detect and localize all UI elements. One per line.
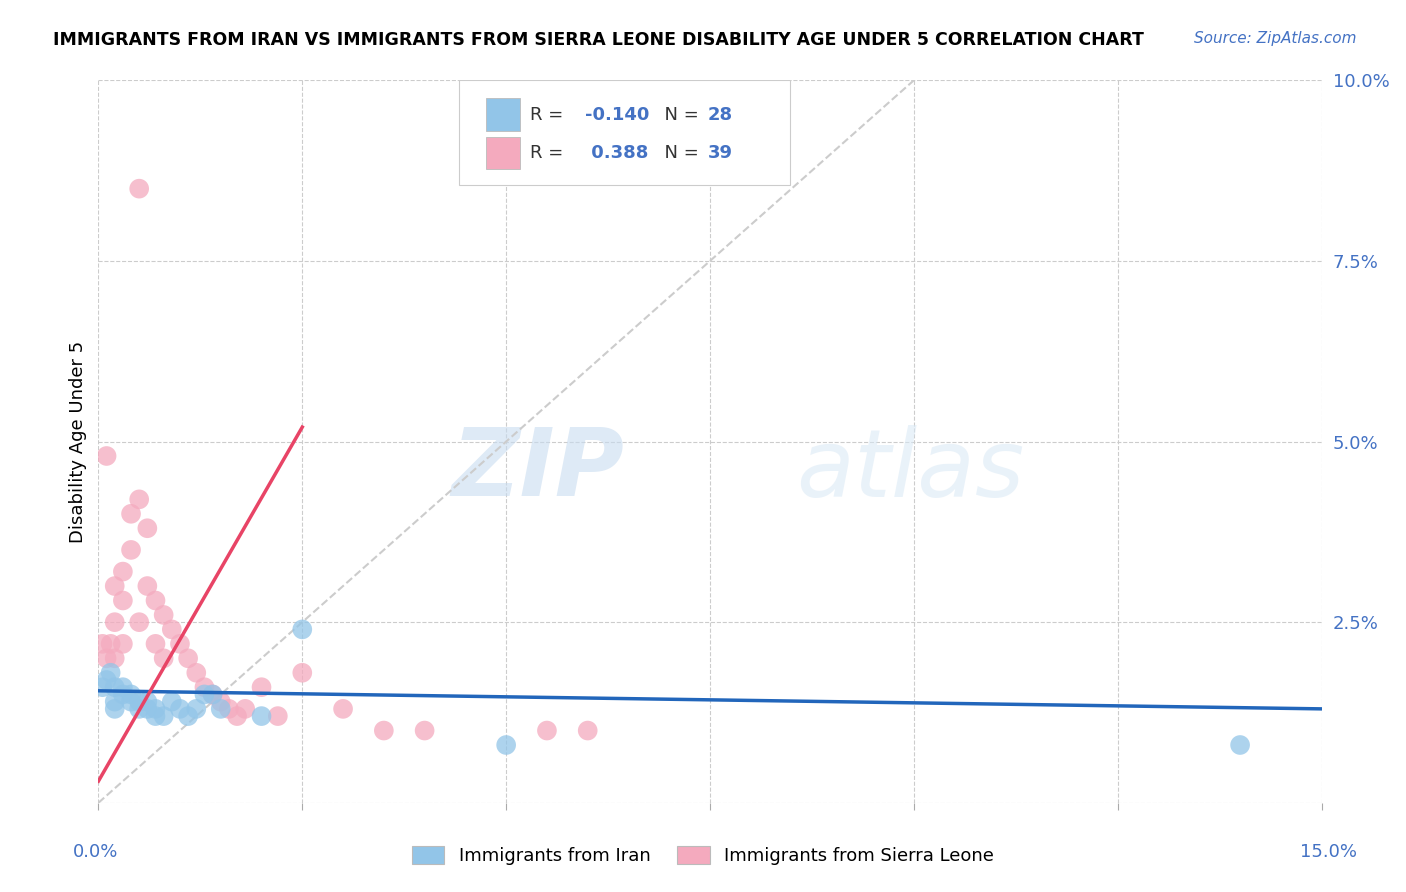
Point (111, 680, 134, 694)
Point (291, 623, 314, 637)
Point (111, 593, 134, 607)
Point (495, 738, 517, 752)
Point (100, 665, 122, 680)
FancyBboxPatch shape (460, 80, 790, 185)
Point (186, 702, 208, 716)
FancyBboxPatch shape (486, 98, 520, 131)
Y-axis label: Disability Age Under 5: Disability Age Under 5 (69, 341, 87, 542)
Point (332, 702, 354, 716)
Point (104, 702, 127, 716)
Point (120, 507, 142, 521)
Point (100, 637, 122, 651)
Point (226, 709, 249, 723)
Point (1229, 738, 1251, 752)
Point (136, 521, 159, 535)
Text: ZIP: ZIP (451, 425, 624, 516)
Point (111, 687, 134, 701)
Text: IMMIGRANTS FROM IRAN VS IMMIGRANTS FROM SIERRA LEONE DISABILITY AGE UNDER 5 CORR: IMMIGRANTS FROM IRAN VS IMMIGRANTS FROM … (53, 31, 1144, 49)
Text: atlas: atlas (796, 425, 1024, 516)
Text: Source: ZipAtlas.com: Source: ZipAtlas.com (1194, 31, 1357, 46)
Point (152, 607, 174, 622)
Point (104, 680, 127, 694)
Point (120, 695, 142, 709)
Point (145, 709, 167, 723)
Point (136, 579, 159, 593)
Point (250, 680, 273, 694)
Point (160, 623, 183, 637)
Point (536, 723, 558, 738)
Text: 0.0%: 0.0% (73, 843, 118, 861)
Point (291, 665, 314, 680)
Text: 39: 39 (707, 145, 733, 162)
Text: N =: N = (652, 145, 704, 162)
Point (104, 615, 127, 630)
Point (250, 709, 273, 723)
Point (96, 673, 118, 687)
Point (169, 702, 191, 716)
Point (576, 723, 599, 738)
Point (201, 687, 224, 701)
Text: R =: R = (530, 106, 569, 124)
Point (201, 687, 224, 701)
Point (209, 695, 232, 709)
Point (186, 665, 208, 680)
Text: 15.0%: 15.0% (1301, 843, 1357, 861)
Point (160, 695, 183, 709)
Point (193, 687, 215, 701)
Text: 0.388: 0.388 (585, 145, 648, 162)
Legend: Immigrants from Iran, Immigrants from Sierra Leone: Immigrants from Iran, Immigrants from Si… (405, 838, 1001, 872)
Point (128, 492, 150, 507)
Point (136, 702, 159, 716)
Point (96, 449, 118, 463)
Point (218, 702, 240, 716)
Point (111, 565, 134, 579)
Point (120, 542, 142, 557)
Point (193, 680, 215, 694)
Point (169, 637, 191, 651)
Point (120, 687, 142, 701)
Point (152, 651, 174, 665)
Text: R =: R = (530, 145, 569, 162)
Point (233, 702, 256, 716)
Point (128, 615, 150, 630)
Point (111, 637, 134, 651)
FancyBboxPatch shape (486, 136, 520, 169)
Point (104, 695, 127, 709)
Point (373, 723, 395, 738)
Text: N =: N = (652, 106, 704, 124)
Point (136, 695, 159, 709)
Point (145, 702, 167, 716)
Text: 28: 28 (707, 106, 733, 124)
Point (128, 702, 150, 716)
Point (177, 709, 200, 723)
Point (128, 695, 150, 709)
Point (96, 651, 118, 665)
Point (413, 723, 436, 738)
Point (104, 651, 127, 665)
Point (267, 709, 290, 723)
Point (152, 709, 174, 723)
Point (104, 579, 127, 593)
Point (91, 680, 114, 694)
Point (128, 182, 150, 196)
Point (177, 651, 200, 665)
Point (145, 593, 167, 607)
Point (145, 637, 167, 651)
Point (209, 702, 232, 716)
Text: -0.140: -0.140 (585, 106, 650, 124)
Point (91, 637, 114, 651)
